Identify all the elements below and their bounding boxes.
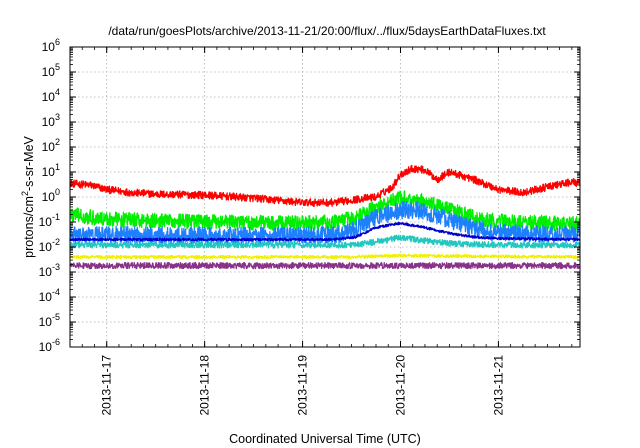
y-tick-label: 106 <box>42 37 60 54</box>
y-tick-label: 10-3 <box>39 262 60 279</box>
series-line-1 <box>69 164 581 207</box>
x-tick-label: 2013-11-19 <box>296 355 310 416</box>
y-tick-label: 10-1 <box>39 212 60 229</box>
y-tick-label: 10-4 <box>39 287 60 304</box>
y-tick-label: 100 <box>42 187 60 204</box>
y-tick-label: 10-2 <box>39 237 60 254</box>
y-tick-label: 102 <box>42 137 60 154</box>
data-series <box>69 164 581 270</box>
y-axis-label: protons/cm2-s-sr-MeV <box>20 135 36 257</box>
y-tick-label: 105 <box>42 62 60 79</box>
series-line-6 <box>69 253 581 260</box>
series-line-3 <box>69 200 581 246</box>
axis-ticks <box>69 46 580 348</box>
y-tick-label: 10-5 <box>39 312 60 329</box>
y-tick-label: 103 <box>42 112 60 129</box>
y-tick-labels: 10-6 10-5 10-4 10-3 10-2 10-1 100 101 102 103 104 1… <box>39 37 60 354</box>
y-tick-label: 101 <box>42 162 60 179</box>
chart-title: /data/run/goesPlots/archive/2013-11-21/2… <box>108 24 546 38</box>
series-line-5 <box>69 234 581 249</box>
x-axis-label: Coordinated Universal Time (UTC) <box>229 432 421 446</box>
x-tick-label: 2013-11-20 <box>393 355 407 416</box>
series-line-4 <box>69 221 581 242</box>
x-tick-labels: 2013-11-17 2013-11-18 2013-11-19 2013-11-20… <box>100 355 506 416</box>
y-tick-label: 10-6 <box>39 337 60 354</box>
y-axis-label-superscript: 2 <box>20 191 30 196</box>
x-tick-label: 2013-11-17 <box>100 355 114 416</box>
x-tick-label: 2013-11-21 <box>491 355 505 416</box>
y-axis-label-suffix: -s-sr-MeV <box>22 135 36 191</box>
grid-lines <box>70 47 580 347</box>
y-axis-label-prefix: protons/cm <box>22 196 36 258</box>
y-tick-label: 104 <box>42 87 60 104</box>
x-tick-label: 2013-11-18 <box>198 355 212 416</box>
series-line-7 <box>69 261 581 270</box>
